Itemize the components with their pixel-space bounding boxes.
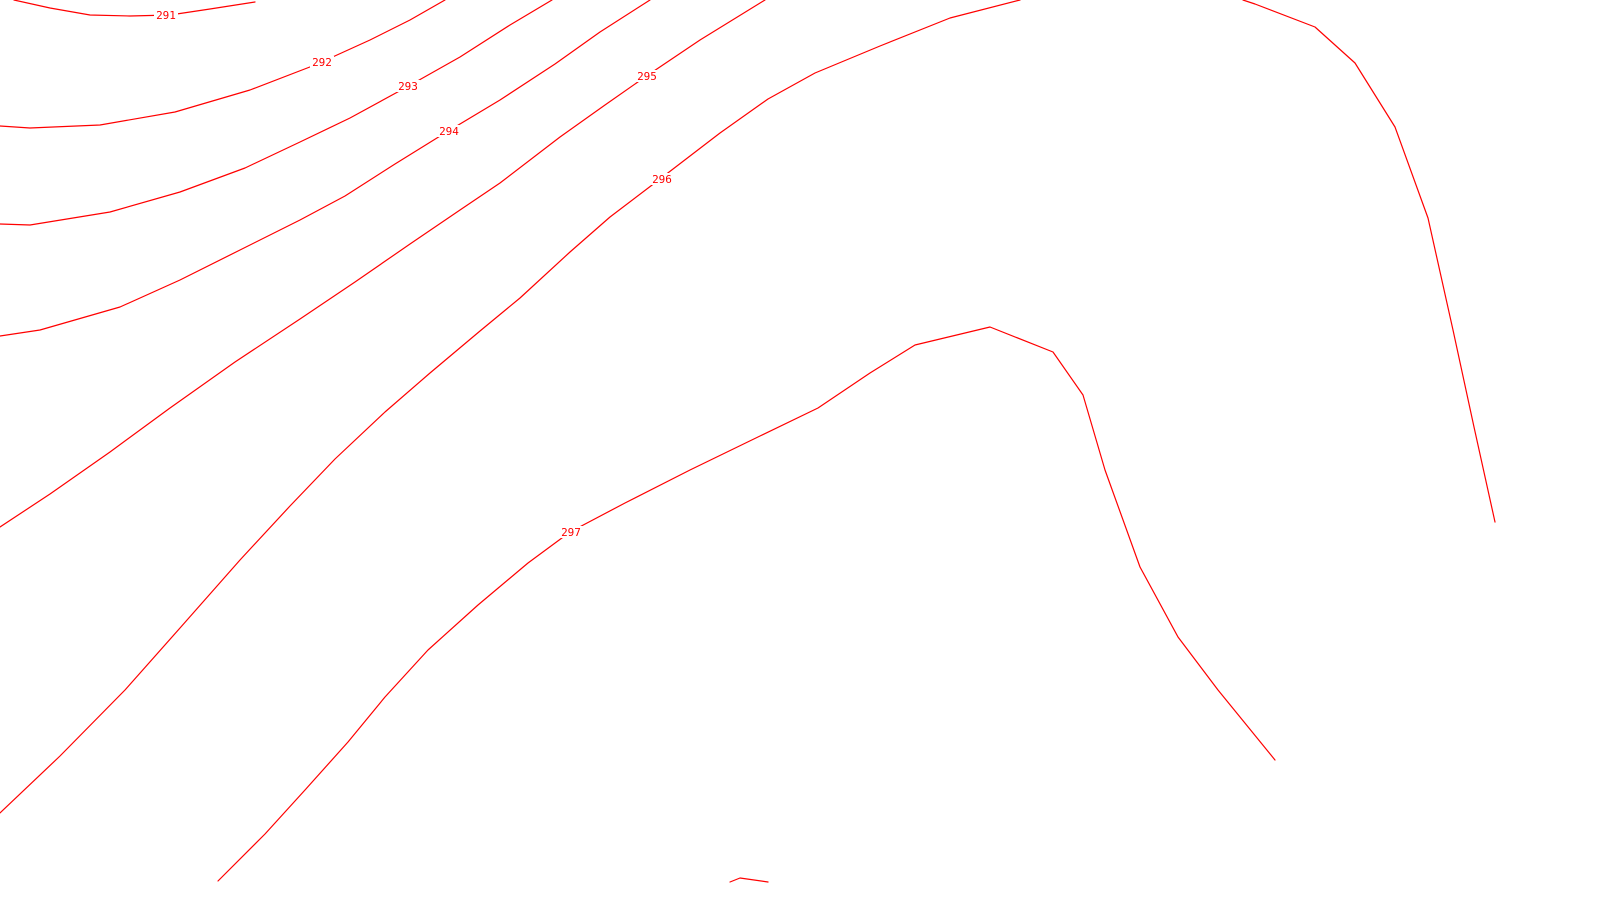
- contours-layer: [0, 0, 1496, 883]
- contour-label-background-292: [310, 56, 334, 68]
- contour-labels-layer: 291 292 293 294 295 296 297: [154, 9, 674, 539]
- contour-line-unlabeled-bottom: [729, 877, 769, 883]
- contour-line-unlabeled-right: [1242, 0, 1496, 523]
- contour-label-294: 294: [439, 125, 459, 138]
- contour-label-296: 296: [652, 173, 672, 186]
- contour-label-background-296: [650, 173, 674, 185]
- contour-label-295: 295: [637, 70, 657, 83]
- contour-label-297: 297: [561, 526, 581, 539]
- contour-line-295: [0, 0, 766, 528]
- contour-label-background-297: [559, 526, 583, 538]
- contour-line-296: [0, 0, 1021, 814]
- contour-line-291: [13, 0, 256, 17]
- contour-label-background-294: [437, 125, 461, 137]
- contour-label-background-293: [396, 80, 420, 92]
- contour-label-293: 293: [398, 80, 418, 93]
- contour-line-297: [217, 326, 1276, 882]
- contour-line-293: [0, 0, 553, 226]
- contour-label-background-295: [635, 70, 659, 82]
- contour-label-291: 291: [156, 9, 176, 22]
- contour-line-292: [0, 0, 446, 129]
- contour-label-background-291: [154, 9, 178, 21]
- contour-label-292: 292: [312, 56, 332, 69]
- contour-line-294: [0, 0, 651, 337]
